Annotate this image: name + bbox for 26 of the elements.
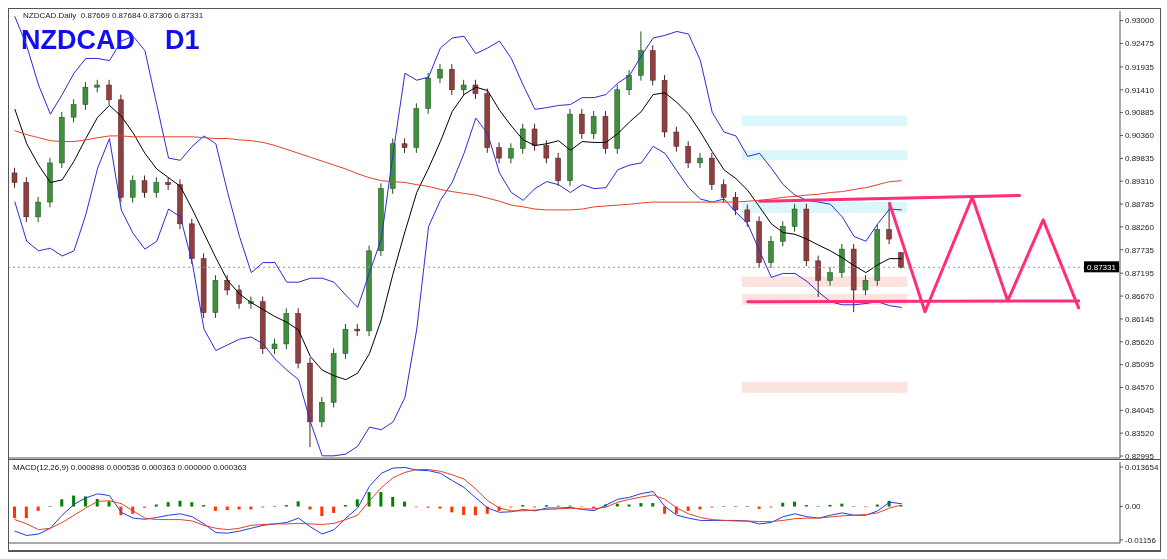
y-tick-label: 0.84045	[1125, 406, 1155, 416]
y-tick-label: 0.85095	[1125, 360, 1155, 370]
y-tick-label: 0.89835	[1125, 154, 1155, 164]
y-tick-label: -0.01156	[1125, 535, 1157, 545]
y-tick-label: 0.87195	[1125, 269, 1155, 279]
y-tick-label: 0.85620	[1125, 337, 1155, 347]
y-tick-label: 0.00	[1125, 502, 1142, 512]
chart-title: MACD(12,26,9) 0.000898 0.000536 0.000363 0.000000 0.000363	[13, 463, 247, 472]
annotation: NZDCAD.Daily 0.87669 0.87684 0.87306 0.87331	[23, 11, 204, 20]
y-tick-label: 0.87735	[1125, 245, 1155, 255]
y-tick-label: 0.82995	[1125, 451, 1155, 461]
y-tick-label: 0.92475	[1125, 39, 1155, 49]
y-tick-label: 0.013654	[1125, 462, 1159, 472]
y-tick-label: 0.93000	[1125, 16, 1155, 26]
y-tick-label: 0.86145	[1125, 314, 1155, 324]
y-tick-label: 0.91410	[1125, 85, 1155, 95]
y-tick-label: 0.91935	[1125, 62, 1155, 72]
y-tick-label: 0.88260	[1125, 222, 1155, 232]
y-tick-label: 0.84570	[1125, 383, 1155, 393]
y-tick-label: 0.83520	[1125, 429, 1155, 439]
y-tick-label: 0.89310	[1125, 177, 1155, 187]
ref-line-label: 0.87331	[1087, 263, 1117, 273]
y-tick-label: 0.90360	[1125, 131, 1155, 141]
y-tick-label: 0.88785	[1125, 199, 1155, 209]
y-tick-label: 0.86670	[1125, 291, 1155, 301]
y-tick-label: 0.90885	[1125, 108, 1155, 118]
